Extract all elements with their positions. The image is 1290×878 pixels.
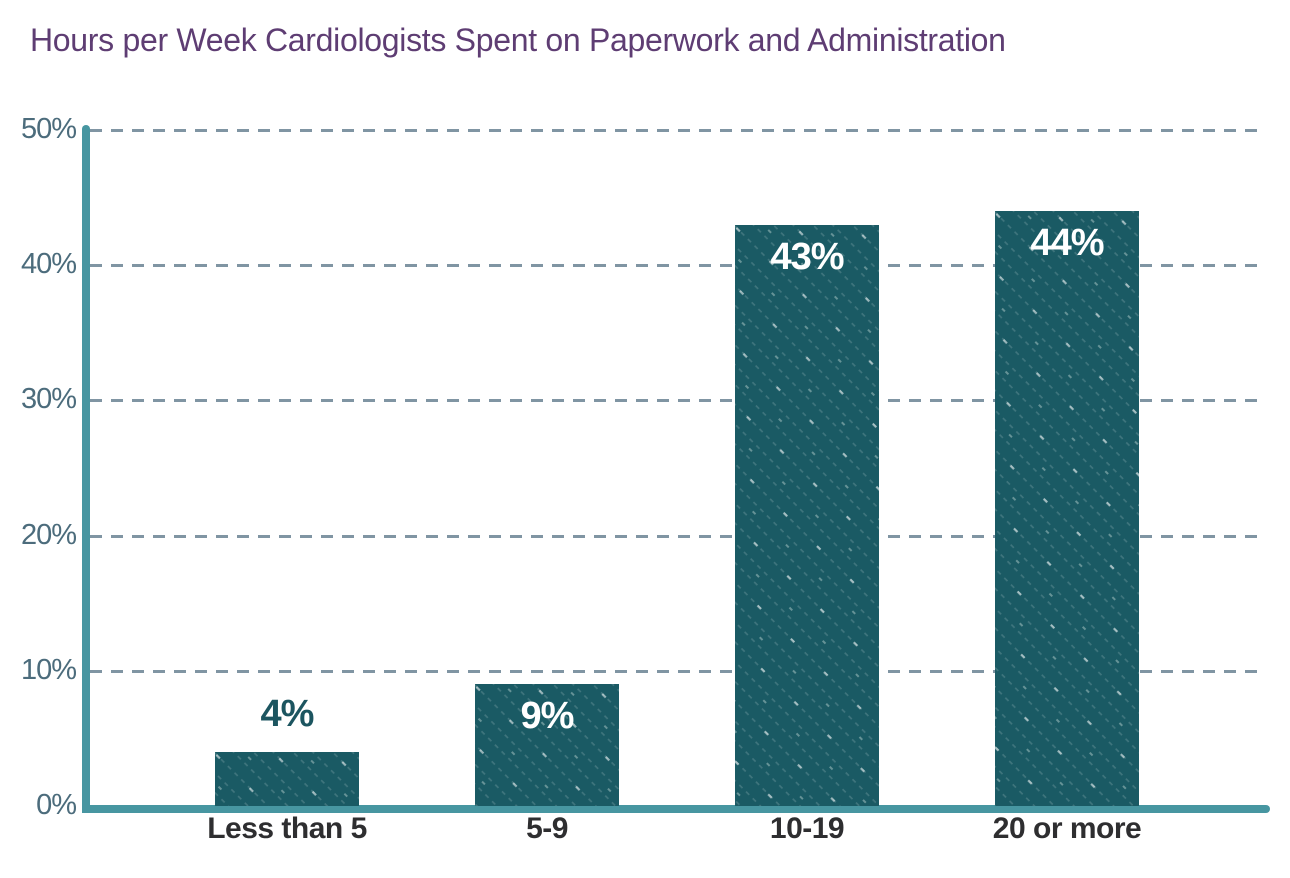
- bar-2: [735, 225, 879, 806]
- bar-texture-icon: [995, 211, 1139, 806]
- gridline-40pct: [90, 264, 1266, 267]
- bar-texture-icon: [215, 752, 359, 806]
- value-label-0: 4%: [260, 693, 315, 735]
- ytick-label-0pct: 0%: [36, 788, 77, 821]
- x-axis-line: [82, 805, 1270, 813]
- y-axis-line: [82, 125, 90, 813]
- ytick-label-40pct: 40%: [20, 247, 77, 280]
- bar-texture-icon: [475, 684, 619, 806]
- gridline-30pct: [90, 399, 1266, 402]
- bar-0: [215, 752, 359, 806]
- bar-3: [995, 211, 1139, 806]
- ytick-label-10pct: 10%: [20, 653, 77, 686]
- xtick-label-3: 20 or more: [992, 812, 1142, 845]
- value-label-2: 43%: [770, 236, 844, 278]
- value-label-3: 44%: [1030, 222, 1104, 264]
- xtick-label-1: 5-9: [526, 812, 568, 845]
- ytick-label-30pct: 30%: [20, 382, 77, 415]
- xtick-label-0: Less than 5: [207, 812, 367, 845]
- chart-title: Hours per Week Cardiologists Spent on Pa…: [30, 22, 1006, 58]
- gridline-10pct: [90, 670, 1266, 673]
- bar-1: [475, 684, 619, 806]
- gridline-20pct: [90, 535, 1266, 538]
- gridline-50pct: [90, 129, 1266, 132]
- xtick-label-2: 10-19: [769, 812, 845, 845]
- bar-texture-icon: [735, 225, 879, 806]
- ytick-label-20pct: 20%: [20, 518, 77, 551]
- ytick-label-50pct: 50%: [20, 112, 77, 145]
- value-label-1: 9%: [520, 695, 575, 737]
